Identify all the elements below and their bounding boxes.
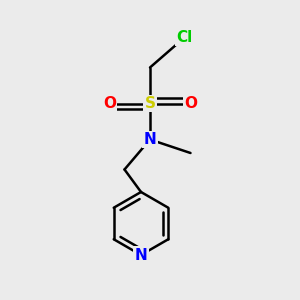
Text: Cl: Cl xyxy=(176,30,193,45)
Text: N: N xyxy=(144,132,156,147)
Text: O: O xyxy=(184,96,197,111)
Text: S: S xyxy=(145,96,155,111)
Text: O: O xyxy=(103,96,116,111)
Text: N: N xyxy=(135,248,147,262)
